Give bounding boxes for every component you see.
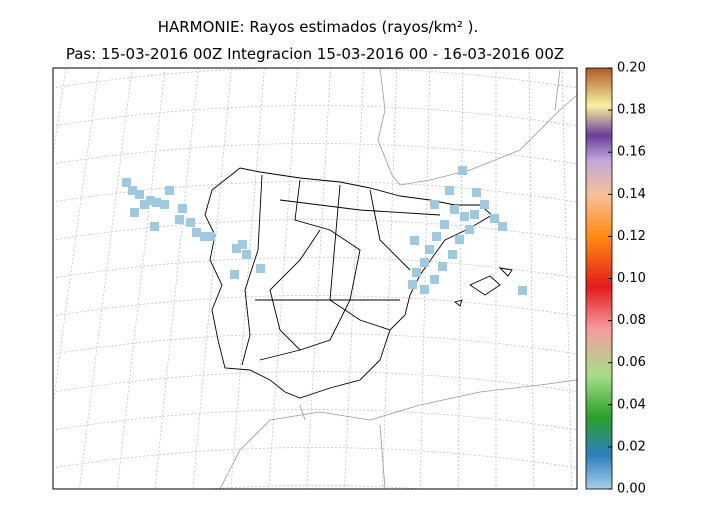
colorbar-tick-label: 0.02 (617, 439, 646, 454)
lightning-cell (420, 258, 429, 267)
lightning-cell (425, 245, 434, 254)
lightning-cell (465, 225, 474, 234)
meridian (192, 68, 232, 489)
lightning-cell (438, 262, 447, 271)
parallel (53, 68, 577, 89)
parallel (53, 181, 577, 203)
lightning-cell (206, 232, 215, 241)
lightning-cell (200, 232, 209, 241)
meridian (53, 68, 100, 408)
parallel (53, 105, 577, 127)
meridian (230, 68, 265, 489)
lightning-cell (232, 244, 241, 253)
parallel (201, 485, 429, 489)
lightning-cell (480, 200, 489, 209)
lightning-cell (152, 198, 161, 207)
map-frame (52, 67, 578, 490)
lightning-cell (230, 270, 239, 279)
lightning-cell (140, 200, 149, 209)
lightning-cells (122, 166, 527, 295)
lightning-cell (445, 186, 454, 195)
map-area (0, 60, 577, 500)
meridian (0, 60, 1, 500)
parallel (53, 295, 577, 317)
colorbar-tick-label: 0.18 (617, 103, 646, 118)
parallel (53, 257, 577, 279)
lightning-cell (430, 275, 439, 284)
colorbar-ticks: 0.00 0.02 0.04 0.06 0.08 0.10 0.12 0.14 0.16 0.18… (608, 61, 646, 497)
lightning-cell (128, 186, 137, 195)
parallel (53, 447, 577, 469)
meridian (53, 68, 67, 158)
meridian (419, 68, 431, 489)
meridian (268, 68, 298, 489)
meridian (306, 68, 331, 489)
colorbar-tick-label: 0.16 (617, 145, 646, 160)
lightning-cell (256, 264, 265, 273)
lightning-cell (490, 214, 499, 223)
coastline (219, 68, 577, 489)
lightning-cell (175, 215, 184, 224)
meridian (457, 68, 464, 489)
lightning-cell (412, 268, 421, 277)
parallel (53, 143, 577, 165)
lightning-cell (178, 204, 187, 213)
lightning-cell (192, 228, 201, 237)
lightning-cell (410, 236, 419, 245)
subtitle: Pas: 15-03-2016 00Z Integracion 15-03-20… (66, 45, 564, 63)
lightning-cell (472, 188, 481, 197)
lightning-cell (165, 186, 174, 195)
lightning-cell (450, 205, 459, 214)
meridian (0, 60, 34, 500)
lightning-cell (455, 235, 464, 244)
meridian (79, 68, 133, 489)
lightning-cell (420, 285, 429, 294)
colorbar-tick-label: 0.00 (617, 482, 646, 497)
meridian (382, 68, 398, 489)
meridian (154, 68, 199, 489)
graticule (0, 60, 577, 500)
parallel (53, 371, 577, 393)
lightning-cell (448, 250, 457, 259)
parallel (53, 219, 577, 241)
balearic-islands (454, 267, 513, 307)
colorbar-tick-label: 0.12 (617, 229, 646, 244)
lightning-cell (242, 250, 251, 259)
lightning-cell (130, 208, 139, 217)
parallel (53, 409, 577, 431)
colorbar (585, 67, 613, 490)
meridian (116, 68, 166, 489)
colorbar-tick-label: 0.08 (617, 313, 646, 328)
meridian (528, 68, 535, 489)
colorbar-tick-label: 0.20 (617, 61, 646, 76)
lightning-cell (146, 196, 155, 205)
lightning-cell (160, 200, 169, 209)
lightning-cell (518, 286, 527, 295)
colorbar-tick-label: 0.06 (617, 355, 646, 370)
lightning-cell (135, 190, 144, 199)
lightning-cell (440, 220, 449, 229)
colorbar-tick-label: 0.04 (617, 397, 646, 412)
lightning-cell (122, 178, 131, 187)
colorbar-tick-label: 0.14 (617, 187, 646, 202)
lightning-cell (150, 222, 159, 231)
lightning-cell (408, 280, 417, 289)
parallel (53, 333, 577, 355)
lightning-cell (432, 232, 441, 241)
title: HARMONIE: Rayos estimados (rayos/km² ). (158, 18, 479, 36)
lightning-cell (460, 212, 469, 221)
lightning-cell (458, 166, 467, 175)
meridian (561, 68, 573, 489)
lightning-cell (498, 222, 507, 231)
lightning-cell (186, 218, 195, 227)
lightning-cell (238, 240, 247, 249)
colorbar-tick-label: 0.10 (617, 271, 646, 286)
iberia-outline (204, 167, 493, 399)
lightning-cell (430, 200, 439, 209)
lightning-cell (470, 210, 479, 219)
